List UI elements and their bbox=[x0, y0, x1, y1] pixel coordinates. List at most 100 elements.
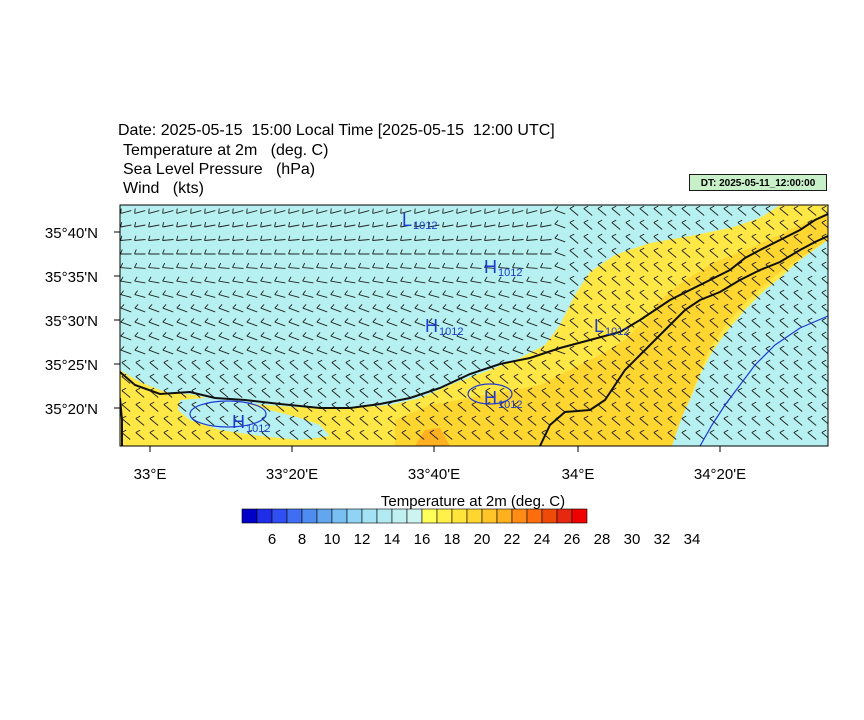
wind-barb bbox=[429, 373, 439, 384]
wind-barb bbox=[611, 219, 621, 230]
wind-barb bbox=[597, 205, 607, 216]
wind-barb bbox=[681, 317, 691, 328]
wind-barb bbox=[765, 205, 775, 216]
legend-label: 18 bbox=[444, 531, 461, 548]
wind-barb bbox=[414, 332, 426, 341]
wind-barb bbox=[162, 249, 174, 255]
wind-barb bbox=[204, 332, 216, 341]
wind-barb bbox=[386, 332, 398, 341]
wind-barb bbox=[316, 208, 328, 214]
wind-barb bbox=[372, 222, 384, 228]
wind-barb bbox=[583, 233, 593, 244]
wind-barb bbox=[247, 415, 257, 426]
wind-barb bbox=[330, 346, 342, 355]
wind-barb bbox=[723, 373, 733, 384]
wind-barb bbox=[695, 359, 705, 370]
wind-barb bbox=[345, 359, 355, 370]
wind-barb bbox=[358, 262, 370, 269]
wind-barb bbox=[540, 290, 552, 298]
wind-barb bbox=[513, 415, 523, 426]
wind-barb bbox=[597, 359, 607, 370]
wind-barb bbox=[667, 387, 677, 398]
wind-barb bbox=[401, 429, 411, 440]
map-plot-area bbox=[120, 205, 828, 446]
wind-barb bbox=[400, 249, 412, 255]
wind-barb bbox=[232, 262, 244, 269]
wind-barb bbox=[709, 345, 719, 356]
wind-barb bbox=[723, 345, 733, 356]
wind-barb bbox=[807, 317, 817, 328]
wind-barb bbox=[274, 262, 286, 269]
wind-barb bbox=[807, 303, 817, 314]
wind-barb bbox=[583, 387, 593, 398]
wind-barb bbox=[274, 208, 286, 214]
wind-barb bbox=[709, 219, 719, 230]
wind-barb bbox=[779, 387, 789, 398]
wind-barb bbox=[555, 429, 565, 440]
wind-barb bbox=[247, 373, 257, 384]
wind-barb bbox=[807, 331, 817, 342]
wind-barb bbox=[512, 235, 524, 241]
wind-barb bbox=[751, 429, 761, 440]
wind-barb bbox=[611, 205, 621, 216]
wind-barb bbox=[302, 208, 314, 214]
wind-barb bbox=[821, 275, 828, 285]
wind-barb bbox=[765, 359, 775, 370]
wind-barb bbox=[134, 346, 146, 355]
wind-barb bbox=[303, 373, 313, 384]
wind-barb bbox=[316, 346, 328, 355]
wind-barb bbox=[134, 318, 146, 327]
wind-barb bbox=[541, 415, 551, 426]
wind-barb bbox=[484, 346, 496, 355]
wind-barb bbox=[302, 290, 314, 298]
wind-barb bbox=[512, 222, 524, 228]
wind-barb bbox=[526, 332, 538, 341]
y-tick-label: 35°35'N bbox=[45, 269, 98, 286]
field-pressure-label: Sea Level Pressure (hPa) bbox=[123, 161, 316, 178]
wind-barb bbox=[751, 345, 761, 356]
wind-barb bbox=[667, 303, 677, 314]
wind-barb bbox=[288, 235, 300, 241]
wind-barb bbox=[681, 247, 691, 258]
wind-barb bbox=[597, 261, 607, 272]
wind-barb bbox=[611, 345, 621, 356]
wind-barb bbox=[526, 235, 538, 241]
wind-barb bbox=[793, 415, 803, 426]
wind-barb bbox=[821, 415, 828, 425]
wind-barb bbox=[344, 262, 356, 269]
wind-barb bbox=[625, 331, 635, 342]
wind-barb bbox=[737, 429, 747, 440]
wind-barb bbox=[232, 208, 244, 214]
wind-barb bbox=[148, 276, 160, 284]
wind-barb bbox=[513, 429, 523, 440]
wind-barb bbox=[316, 332, 328, 341]
wind-barb bbox=[373, 429, 383, 440]
wind-barb bbox=[456, 318, 468, 327]
wind-barb bbox=[653, 401, 663, 412]
wind-barb bbox=[176, 208, 188, 214]
wind-barb bbox=[457, 415, 467, 426]
wind-barb bbox=[779, 289, 789, 300]
wind-barb bbox=[387, 429, 397, 440]
wind-barb bbox=[456, 249, 468, 255]
wind-barb bbox=[457, 429, 467, 440]
wind-barb bbox=[260, 235, 272, 241]
wind-barb bbox=[597, 331, 607, 342]
wind-barb bbox=[793, 303, 803, 314]
wind-barb bbox=[302, 332, 314, 341]
wind-barb bbox=[611, 275, 621, 286]
wind-barb bbox=[204, 304, 216, 313]
wind-barb bbox=[442, 290, 454, 298]
wind-barb bbox=[330, 276, 342, 284]
wind-barb bbox=[807, 359, 817, 370]
wind-barb bbox=[793, 205, 803, 216]
wind-barb bbox=[204, 235, 216, 241]
wind-barb bbox=[709, 317, 719, 328]
wind-barb bbox=[177, 387, 187, 398]
pressure-center-low: L 1012 bbox=[594, 316, 629, 338]
legend-label: 14 bbox=[384, 531, 401, 548]
wind-barb bbox=[331, 415, 341, 426]
wind-barb bbox=[372, 235, 384, 241]
wind-barb bbox=[246, 304, 258, 313]
wind-barb bbox=[428, 222, 440, 228]
